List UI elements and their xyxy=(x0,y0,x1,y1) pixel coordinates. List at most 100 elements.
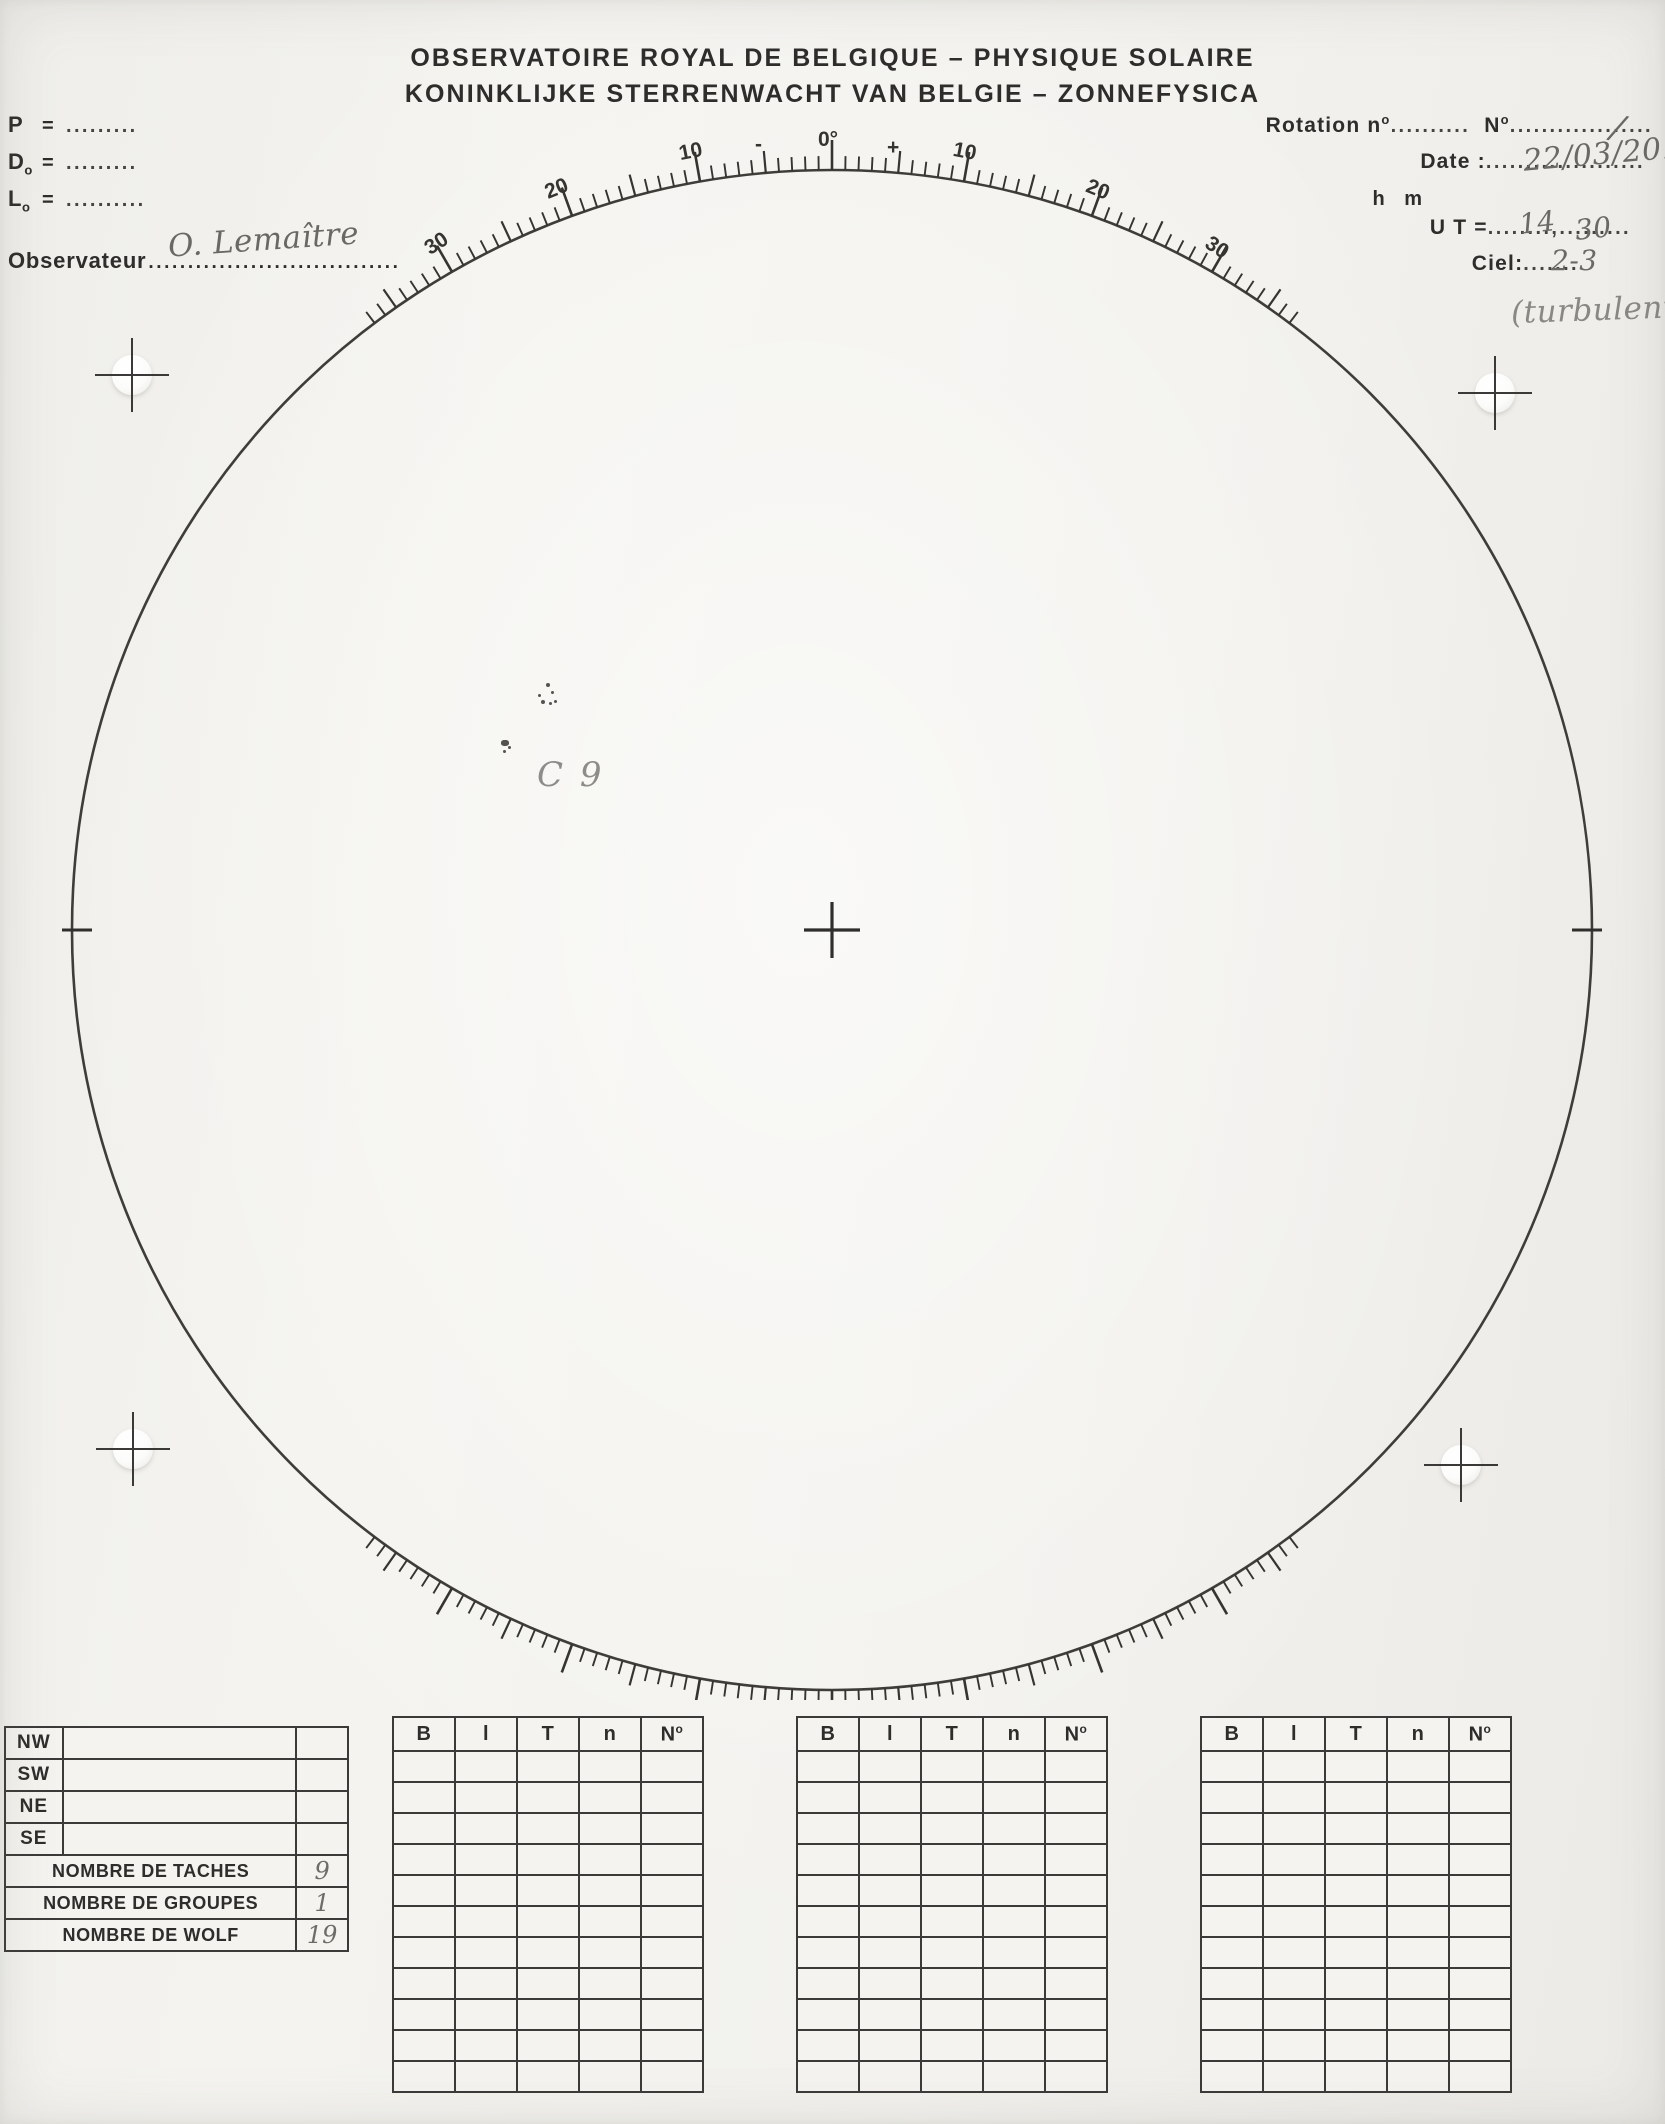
table-cell[interactable] xyxy=(920,1905,984,1938)
ut-dotted-line[interactable]: ........,......... xyxy=(1487,217,1631,239)
table-cell[interactable] xyxy=(640,1843,704,1876)
table-cell[interactable] xyxy=(1044,1843,1108,1876)
table-cell[interactable] xyxy=(858,1781,922,1814)
table-cell[interactable] xyxy=(1262,1936,1326,1969)
table-cell[interactable] xyxy=(1200,1781,1264,1814)
table-cell[interactable] xyxy=(1044,1781,1108,1814)
table-cell[interactable] xyxy=(640,2060,704,2093)
table-cell[interactable] xyxy=(1262,2029,1326,2062)
table-cell[interactable] xyxy=(640,1781,704,1814)
table-cell[interactable] xyxy=(1448,1781,1512,1814)
table-cell[interactable] xyxy=(1200,1936,1264,1969)
table-cell[interactable] xyxy=(796,2060,860,2093)
table-cell[interactable] xyxy=(1200,1843,1264,1876)
table-cell[interactable] xyxy=(1262,2060,1326,2093)
table-cell[interactable] xyxy=(1448,2060,1512,2093)
table-cell[interactable] xyxy=(578,1843,642,1876)
table-cell[interactable] xyxy=(1386,1750,1450,1783)
table-cell[interactable] xyxy=(796,2029,860,2062)
quadrant-entry-cell[interactable] xyxy=(61,1822,298,1856)
table-cell[interactable] xyxy=(982,1750,1046,1783)
quadrant-total-cell[interactable] xyxy=(295,1790,349,1824)
observer-dotted-line[interactable]: ................................ xyxy=(148,252,401,273)
table-cell[interactable] xyxy=(454,1781,518,1814)
table-cell[interactable] xyxy=(454,2060,518,2093)
field-value-d0[interactable]: ......... xyxy=(66,152,138,174)
table-cell[interactable] xyxy=(1324,1874,1388,1907)
table-cell[interactable] xyxy=(516,2029,580,2062)
table-cell[interactable] xyxy=(920,2060,984,2093)
table-cell[interactable] xyxy=(858,2060,922,2093)
table-cell[interactable] xyxy=(1448,1967,1512,2000)
table-cell[interactable] xyxy=(516,1781,580,1814)
table-cell[interactable] xyxy=(392,1812,456,1845)
table-cell[interactable] xyxy=(454,1998,518,2031)
table-cell[interactable] xyxy=(982,2060,1046,2093)
table-cell[interactable] xyxy=(982,1781,1046,1814)
ciel-dotted-line[interactable]: ....... xyxy=(1523,253,1579,275)
table-cell[interactable] xyxy=(796,1781,860,1814)
table-cell[interactable] xyxy=(1324,1998,1388,2031)
table-cell[interactable] xyxy=(796,1936,860,1969)
table-cell[interactable] xyxy=(1044,1812,1108,1845)
table-cell[interactable] xyxy=(392,2060,456,2093)
table-cell[interactable] xyxy=(1262,1998,1326,2031)
table-cell[interactable] xyxy=(578,1967,642,2000)
table-cell[interactable] xyxy=(1324,1843,1388,1876)
table-cell[interactable] xyxy=(640,1936,704,1969)
table-cell[interactable] xyxy=(1448,1998,1512,2031)
table-cell[interactable] xyxy=(578,1936,642,1969)
table-cell[interactable] xyxy=(1044,2029,1108,2062)
table-cell[interactable] xyxy=(982,2029,1046,2062)
table-cell[interactable] xyxy=(1448,1905,1512,1938)
table-cell[interactable] xyxy=(1324,1967,1388,2000)
table-cell[interactable] xyxy=(454,1750,518,1783)
table-cell[interactable] xyxy=(1044,1998,1108,2031)
table-cell[interactable] xyxy=(1044,1936,1108,1969)
table-cell[interactable] xyxy=(796,1843,860,1876)
table-cell[interactable] xyxy=(920,1967,984,2000)
table-cell[interactable] xyxy=(1200,2060,1264,2093)
table-cell[interactable] xyxy=(1386,1905,1450,1938)
table-cell[interactable] xyxy=(454,1874,518,1907)
number-value[interactable]: .................. xyxy=(1509,115,1653,137)
table-cell[interactable] xyxy=(578,1874,642,1907)
table-cell[interactable] xyxy=(1386,1998,1450,2031)
table-cell[interactable] xyxy=(1200,1750,1264,1783)
table-cell[interactable] xyxy=(796,1905,860,1938)
table-cell[interactable] xyxy=(1262,1874,1326,1907)
table-cell[interactable] xyxy=(1200,1874,1264,1907)
table-cell[interactable] xyxy=(640,1750,704,1783)
table-cell[interactable] xyxy=(920,1812,984,1845)
quadrant-entry-cell[interactable] xyxy=(61,1758,298,1792)
table-cell[interactable] xyxy=(1200,2029,1264,2062)
table-cell[interactable] xyxy=(516,1998,580,2031)
table-cell[interactable] xyxy=(516,1750,580,1783)
table-cell[interactable] xyxy=(640,1905,704,1938)
table-cell[interactable] xyxy=(858,1843,922,1876)
table-cell[interactable] xyxy=(454,1905,518,1938)
table-cell[interactable] xyxy=(640,1812,704,1845)
table-cell[interactable] xyxy=(454,1936,518,1969)
table-cell[interactable] xyxy=(920,1843,984,1876)
table-cell[interactable] xyxy=(920,1936,984,1969)
table-cell[interactable] xyxy=(392,1967,456,2000)
table-cell[interactable] xyxy=(640,1967,704,2000)
rotation-value[interactable]: .......... xyxy=(1390,115,1471,137)
table-cell[interactable] xyxy=(1386,1967,1450,2000)
table-cell[interactable] xyxy=(1262,1967,1326,2000)
table-cell[interactable] xyxy=(1324,1905,1388,1938)
table-cell[interactable] xyxy=(1324,2060,1388,2093)
table-cell[interactable] xyxy=(1044,1967,1108,2000)
table-cell[interactable] xyxy=(1386,1936,1450,1969)
table-cell[interactable] xyxy=(1262,1781,1326,1814)
table-cell[interactable] xyxy=(1386,1843,1450,1876)
table-cell[interactable] xyxy=(392,1781,456,1814)
table-cell[interactable] xyxy=(1448,1874,1512,1907)
date-dotted-line[interactable]: .................... xyxy=(1485,151,1645,173)
table-cell[interactable] xyxy=(1044,1905,1108,1938)
table-cell[interactable] xyxy=(1386,1812,1450,1845)
table-cell[interactable] xyxy=(1448,1936,1512,1969)
table-cell[interactable] xyxy=(982,1843,1046,1876)
table-cell[interactable] xyxy=(516,2060,580,2093)
